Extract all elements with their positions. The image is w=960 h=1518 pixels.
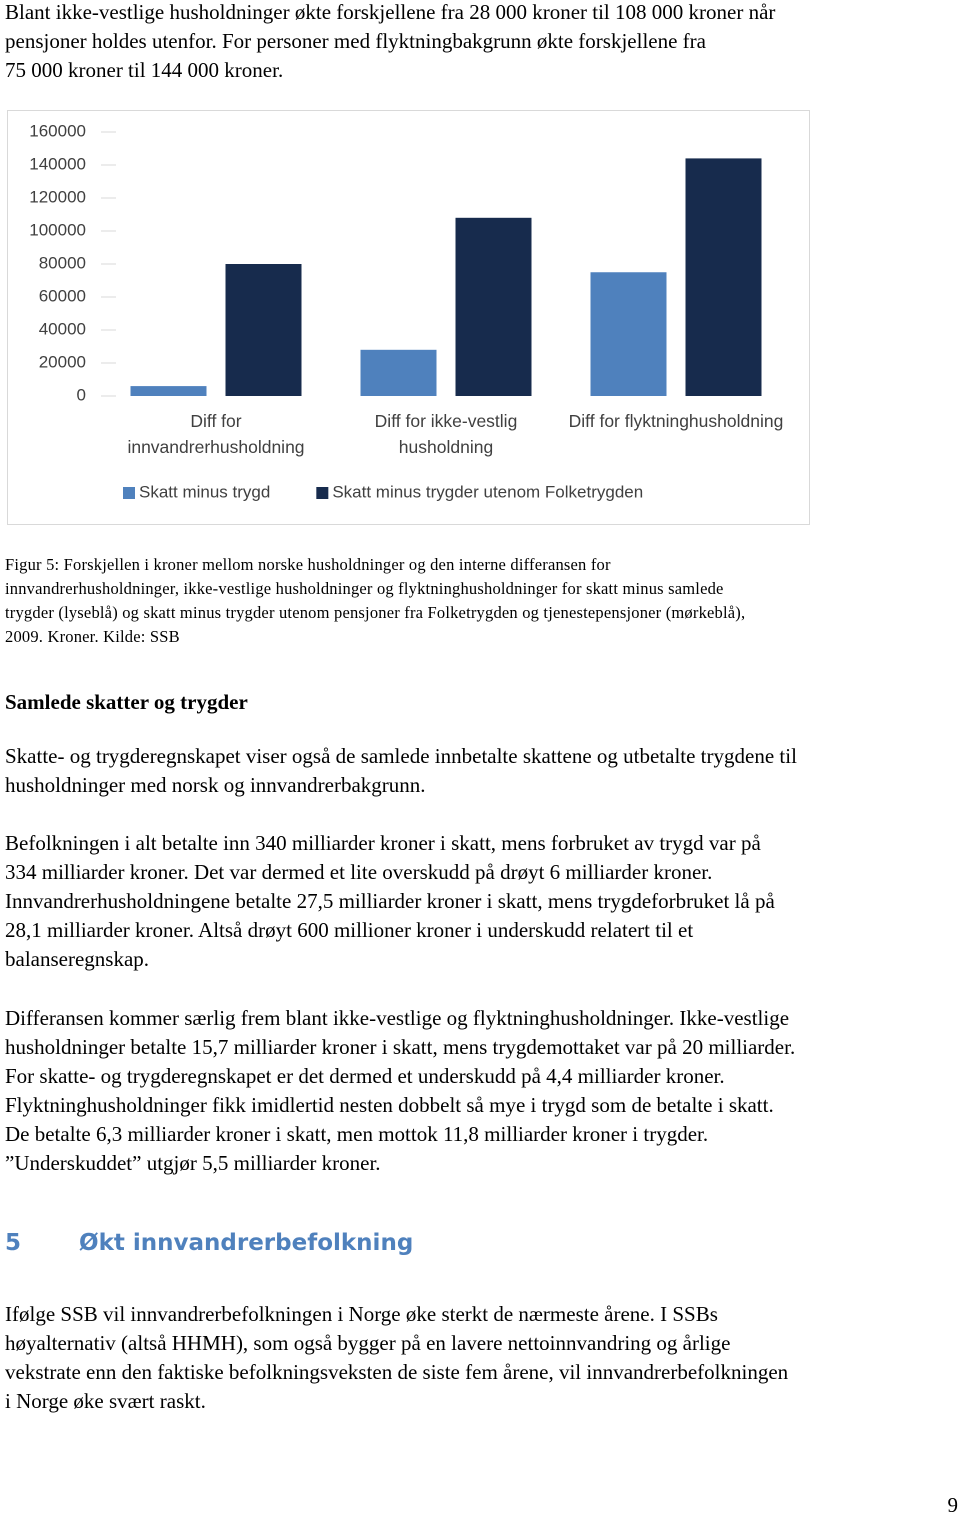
text-line: innvandrerhusholdninger, ikke-vestlige h… <box>5 579 724 598</box>
text-line: Skatte- og trygderegnskapet viser også d… <box>5 744 797 768</box>
y-tick-label: 60000 <box>39 286 86 305</box>
bar <box>360 349 437 396</box>
text-line: høyalternativ (altså HHMH), som også byg… <box>5 1331 731 1355</box>
text-line: 75 000 kroner til 144 000 kroner. <box>5 58 284 82</box>
text-line: Ifølge SSB vil innvandrerbefolkningen i … <box>5 1302 718 1326</box>
text-line: 2009. Kroner. Kilde: SSB <box>5 627 180 646</box>
text-line: Flyktninghusholdninger fikk imidlertid n… <box>5 1093 774 1117</box>
y-tick-label: 40000 <box>39 319 86 338</box>
text-line: Befolkningen i alt betalte inn 340 milli… <box>5 831 761 855</box>
bar <box>685 158 762 396</box>
text-line: husholdninger med norsk og innvandrerbak… <box>5 773 426 797</box>
y-tick-label: 100000 <box>29 220 86 239</box>
text-line: Differansen kommer særlig frem blant ikk… <box>5 1006 790 1030</box>
intro: Blant ikke-vestlige husholdninger økte f… <box>5 0 775 85</box>
text-line: i Norge øke svært raskt. <box>5 1389 206 1413</box>
y-tick-label: 140000 <box>29 154 86 173</box>
section-title: Økt innvandrerbefolkning <box>79 1230 414 1256</box>
text-line: vekstrate enn den faktiske befolkningsve… <box>5 1360 789 1384</box>
y-tick-label: 20000 <box>39 352 86 371</box>
bar <box>590 272 667 396</box>
section-number: 5 <box>5 1230 22 1256</box>
caption: Figur 5: Forskjellen i kroner mellom nor… <box>5 553 745 649</box>
bar <box>455 217 532 396</box>
text-line: Figur 5: Forskjellen i kroner mellom nor… <box>5 555 611 574</box>
x-tick-label: Diff for flyktninghusholdning <box>568 411 784 431</box>
text-line: De betalte 6,3 milliarder kroner i skatt… <box>5 1122 709 1146</box>
text-line: ”Underskuddet” utgjør 5,5 milliarder kro… <box>5 1151 381 1175</box>
section-heading: 5 Økt innvandrerbefolkning <box>5 1229 413 1258</box>
bar <box>225 264 302 396</box>
chart: 0 20000 40000 60000 80000 100000 120000 140000 1… <box>7 110 810 525</box>
text-line: 334 milliarder kroner. Det var dermed et… <box>5 860 713 884</box>
x-tick-label: Diff for ikke-vestlig husholdning <box>374 411 518 457</box>
legend-label: Skatt minus trygd <box>139 482 270 501</box>
y-tick-label: 80000 <box>39 253 86 272</box>
text-line: trygder (lyseblå) og skatt minus trygder… <box>5 603 746 622</box>
x-tick-label: Diff for innvandrerhusholdning <box>127 411 305 457</box>
paragraph: Befolkningen i alt betalte inn 340 milli… <box>5 829 775 974</box>
text-line: For skatte- og trygderegnskapet er det d… <box>5 1064 725 1088</box>
paragraph: Skatte- og trygderegnskapet viser også d… <box>5 742 797 800</box>
y-tick-label: 0 <box>77 385 86 404</box>
legend-swatch <box>316 487 329 499</box>
chart-svg: 0 20000 40000 60000 80000 100000 120000 140000 1… <box>29 121 762 501</box>
text-line: pensjoner holdes utenfor. For personer m… <box>5 29 706 53</box>
paragraph: Ifølge SSB vil innvandrerbefolkningen i … <box>5 1300 788 1416</box>
page-number: 9 <box>947 1493 959 1517</box>
y-tick-label: 160000 <box>29 121 86 140</box>
text-line: balanseregnskap. <box>5 947 150 971</box>
legend-swatch <box>123 487 135 499</box>
heading: Samlede skatter og trygder <box>5 690 248 714</box>
bar <box>130 386 207 396</box>
text-line: 28,1 milliarder kroner. Altså drøyt 600 … <box>5 918 694 942</box>
legend-label: Skatt minus trygder utenom Folketrygden <box>332 482 643 501</box>
text-line: Blant ikke-vestlige husholdninger økte f… <box>5 0 776 24</box>
text-line: Innvandrerhusholdningene betalte 27,5 mi… <box>5 889 775 913</box>
text-line: husholdninger betalte 15,7 milliarder kr… <box>5 1035 796 1059</box>
y-tick-label: 120000 <box>29 187 86 206</box>
paragraph: Differansen kommer særlig frem blant ikk… <box>5 1004 795 1178</box>
